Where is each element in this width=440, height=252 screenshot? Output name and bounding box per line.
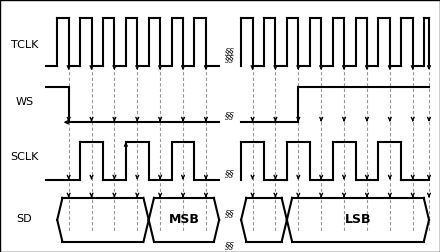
Text: TCLK: TCLK	[11, 40, 38, 50]
Text: LSB: LSB	[345, 213, 371, 226]
Text: WS: WS	[15, 97, 33, 107]
Text: §§: §§	[225, 209, 235, 218]
Text: §§: §§	[225, 169, 235, 178]
Text: §§: §§	[225, 55, 235, 64]
Text: §§: §§	[225, 111, 235, 120]
Text: SCLK: SCLK	[10, 152, 38, 163]
Text: MSB: MSB	[169, 213, 199, 226]
Text: SD: SD	[16, 214, 32, 224]
Text: §§: §§	[225, 47, 235, 56]
Text: §§: §§	[225, 241, 235, 250]
